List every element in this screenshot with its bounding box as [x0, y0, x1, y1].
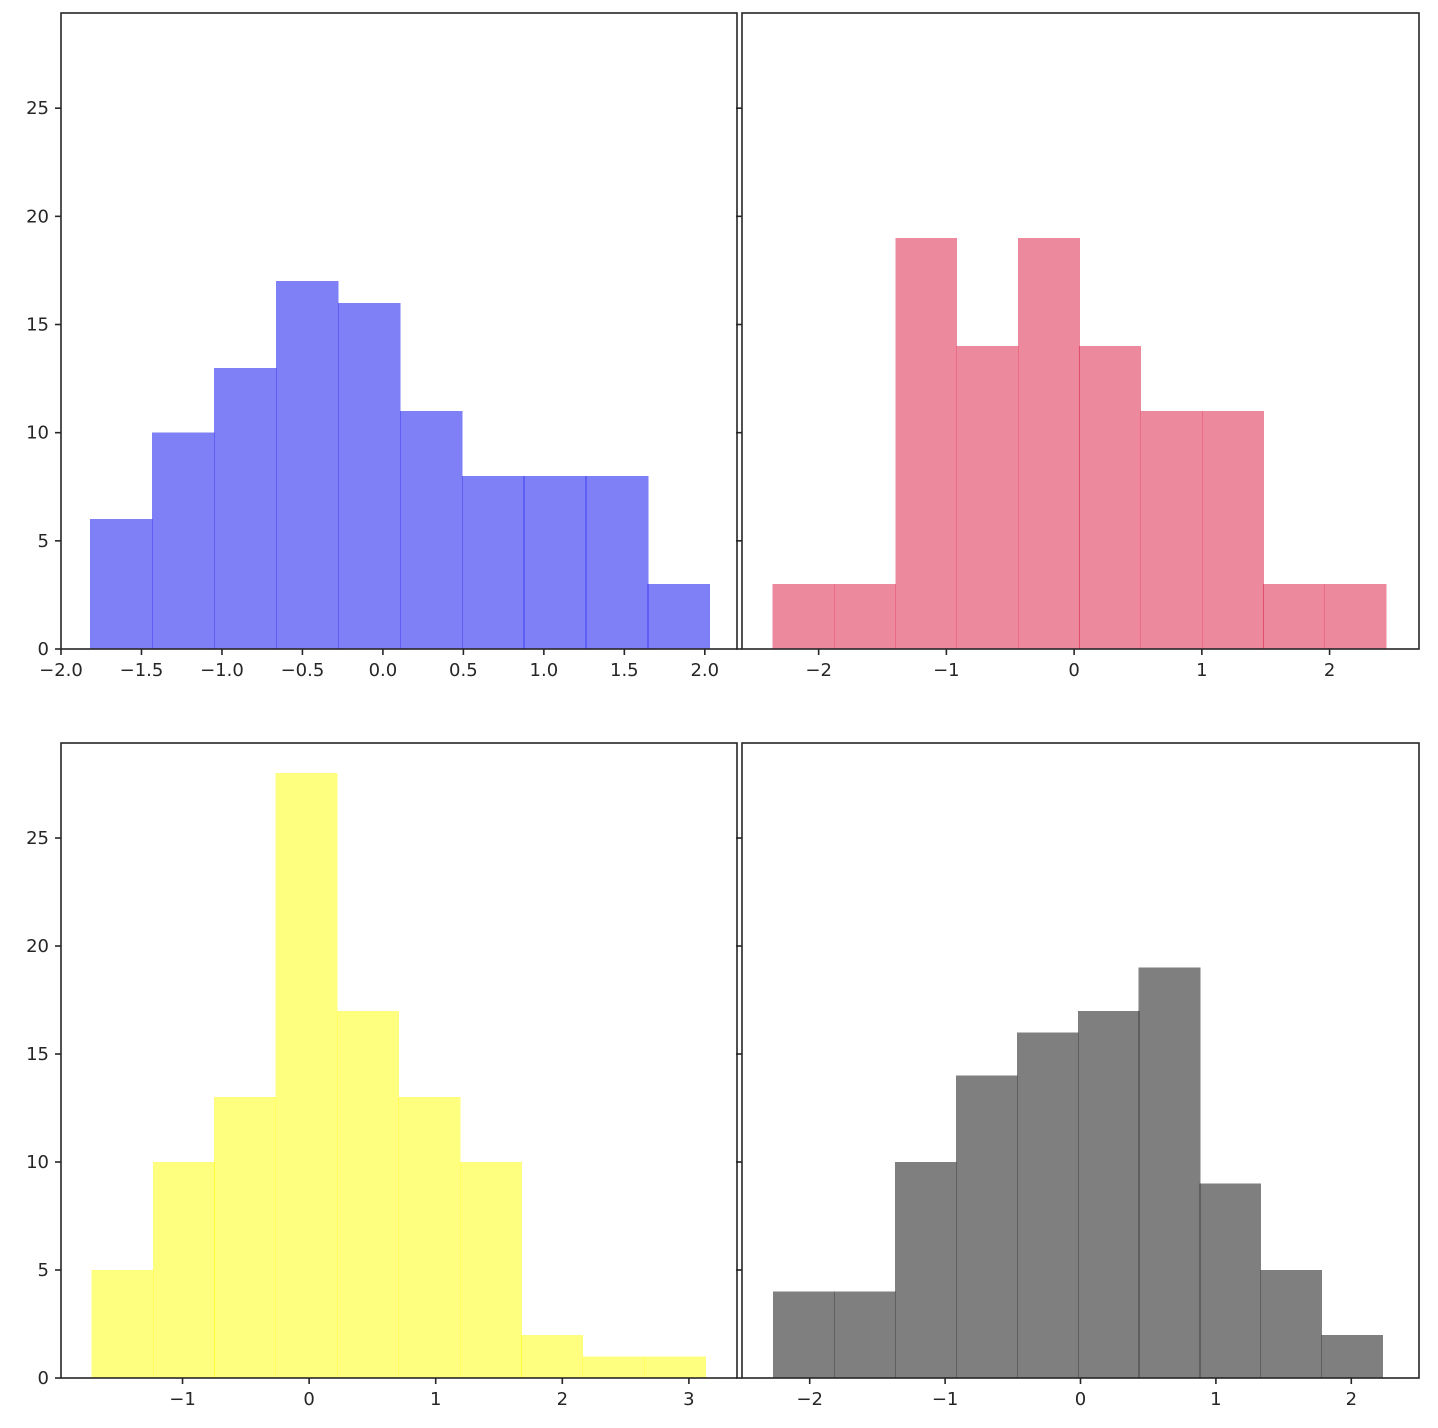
x-tick-label: 0: [1075, 1389, 1086, 1410]
subplot-top-right: −2 −1 0 1 2: [736, 12, 1420, 681]
histogram-bar: [1017, 237, 1080, 649]
subplot-bottom-left: −1 0 1 2 3 0 5 10 15 20 25: [26, 742, 738, 1410]
histogram-bar: [399, 411, 463, 649]
subplot-top-left: −2.0 −1.5 −1.0 −0.5 0.0 0.5 1.0 1.5 2.0 0 5 10 15 20 2…: [26, 12, 738, 681]
x-tick-label: −1: [169, 1389, 196, 1410]
axes-frame: [741, 12, 1420, 650]
histogram-bar: [1260, 1270, 1323, 1378]
histogram-bar: [1077, 1010, 1140, 1378]
x-tick-label: −2: [805, 660, 832, 681]
y-tick-label: 10: [26, 1152, 49, 1173]
x-tick-label: 0: [1068, 660, 1079, 681]
x-tick-label: −1: [933, 660, 960, 681]
x-tick-label: −1.0: [200, 660, 244, 681]
x-tick-label: −2.0: [39, 660, 83, 681]
y-tick-label: 0: [38, 1368, 49, 1389]
histogram-bar: [1199, 1183, 1262, 1378]
histogram-bar: [773, 1291, 835, 1378]
histogram-bar: [585, 475, 649, 649]
x-tick-label: 1: [430, 1389, 441, 1410]
x-tick-label: 3: [683, 1389, 694, 1410]
histogram-bar: [582, 1356, 645, 1378]
histogram-bar: [275, 773, 338, 1378]
x-tick-label: −0.5: [281, 660, 325, 681]
histogram-bar: [214, 1097, 277, 1378]
histogram-bar: [643, 1356, 706, 1378]
x-tick-label: 2.0: [690, 660, 719, 681]
y-tick-label: 25: [26, 828, 49, 849]
histogram-bar: [772, 584, 835, 649]
histogram-bar: [336, 1010, 399, 1378]
histogram-bar: [275, 281, 339, 649]
histogram-bar: [398, 1097, 461, 1378]
histogram-bar: [461, 475, 525, 649]
y-tick-label: 25: [26, 98, 49, 119]
x-tick-label: 1: [1196, 660, 1207, 681]
histogram-bar: [1324, 584, 1387, 649]
histogram-bar: [152, 1162, 215, 1378]
x-tick-label: 1: [1210, 1389, 1221, 1410]
histogram-bar: [1079, 346, 1142, 649]
subplot-bottom-right: −2 −1 0 1 2: [736, 742, 1420, 1410]
x-tick-label: −1.5: [120, 660, 164, 681]
axes-frame: [60, 742, 738, 1379]
axes-frame: [60, 12, 738, 650]
histogram-bar: [523, 475, 587, 649]
x-tick-label: 0.5: [449, 660, 478, 681]
x-tick-label: 1.0: [530, 660, 559, 681]
histogram-bar: [1201, 411, 1264, 649]
x-tick-label: −1: [932, 1389, 959, 1410]
histogram-bar: [647, 584, 711, 649]
y-tick-label: 20: [26, 936, 49, 957]
histogram-bar: [955, 1075, 1018, 1378]
x-tick-label: 0.0: [369, 660, 398, 681]
histogram-bar: [1016, 1032, 1079, 1378]
histogram-bar: [459, 1162, 522, 1378]
y-tick-label: 10: [26, 423, 49, 444]
x-tick-label: 0: [303, 1389, 314, 1410]
histogram-bar: [834, 1291, 896, 1378]
histogram-bar: [1321, 1334, 1384, 1378]
x-tick-label: −2: [796, 1389, 823, 1410]
x-tick-label: 2: [1346, 1389, 1357, 1410]
y-tick-label: 5: [38, 531, 49, 552]
histogram-bar: [521, 1334, 584, 1378]
histogram-bar: [91, 1270, 154, 1378]
histogram-bar: [89, 519, 153, 649]
histogram-bar: [337, 302, 401, 649]
histogram-bar: [956, 346, 1019, 649]
y-tick-label: 0: [38, 639, 49, 660]
y-tick-label: 15: [26, 1044, 49, 1065]
y-tick-label: 20: [26, 206, 49, 227]
x-tick-label: 2: [1324, 660, 1335, 681]
y-tick-label: 5: [38, 1260, 49, 1281]
histogram-bar: [1140, 411, 1203, 649]
histogram-bar: [213, 367, 277, 649]
y-tick-label: 15: [26, 315, 49, 336]
histogram-bar: [1138, 967, 1201, 1378]
histogram-bar: [1263, 584, 1326, 649]
histogram-bar: [895, 1162, 957, 1378]
histogram-bar: [833, 584, 896, 649]
histogram-bar: [151, 432, 215, 649]
x-tick-label: 1.5: [610, 660, 639, 681]
histogram-bar: [895, 237, 958, 649]
x-tick-label: 2: [557, 1389, 568, 1410]
